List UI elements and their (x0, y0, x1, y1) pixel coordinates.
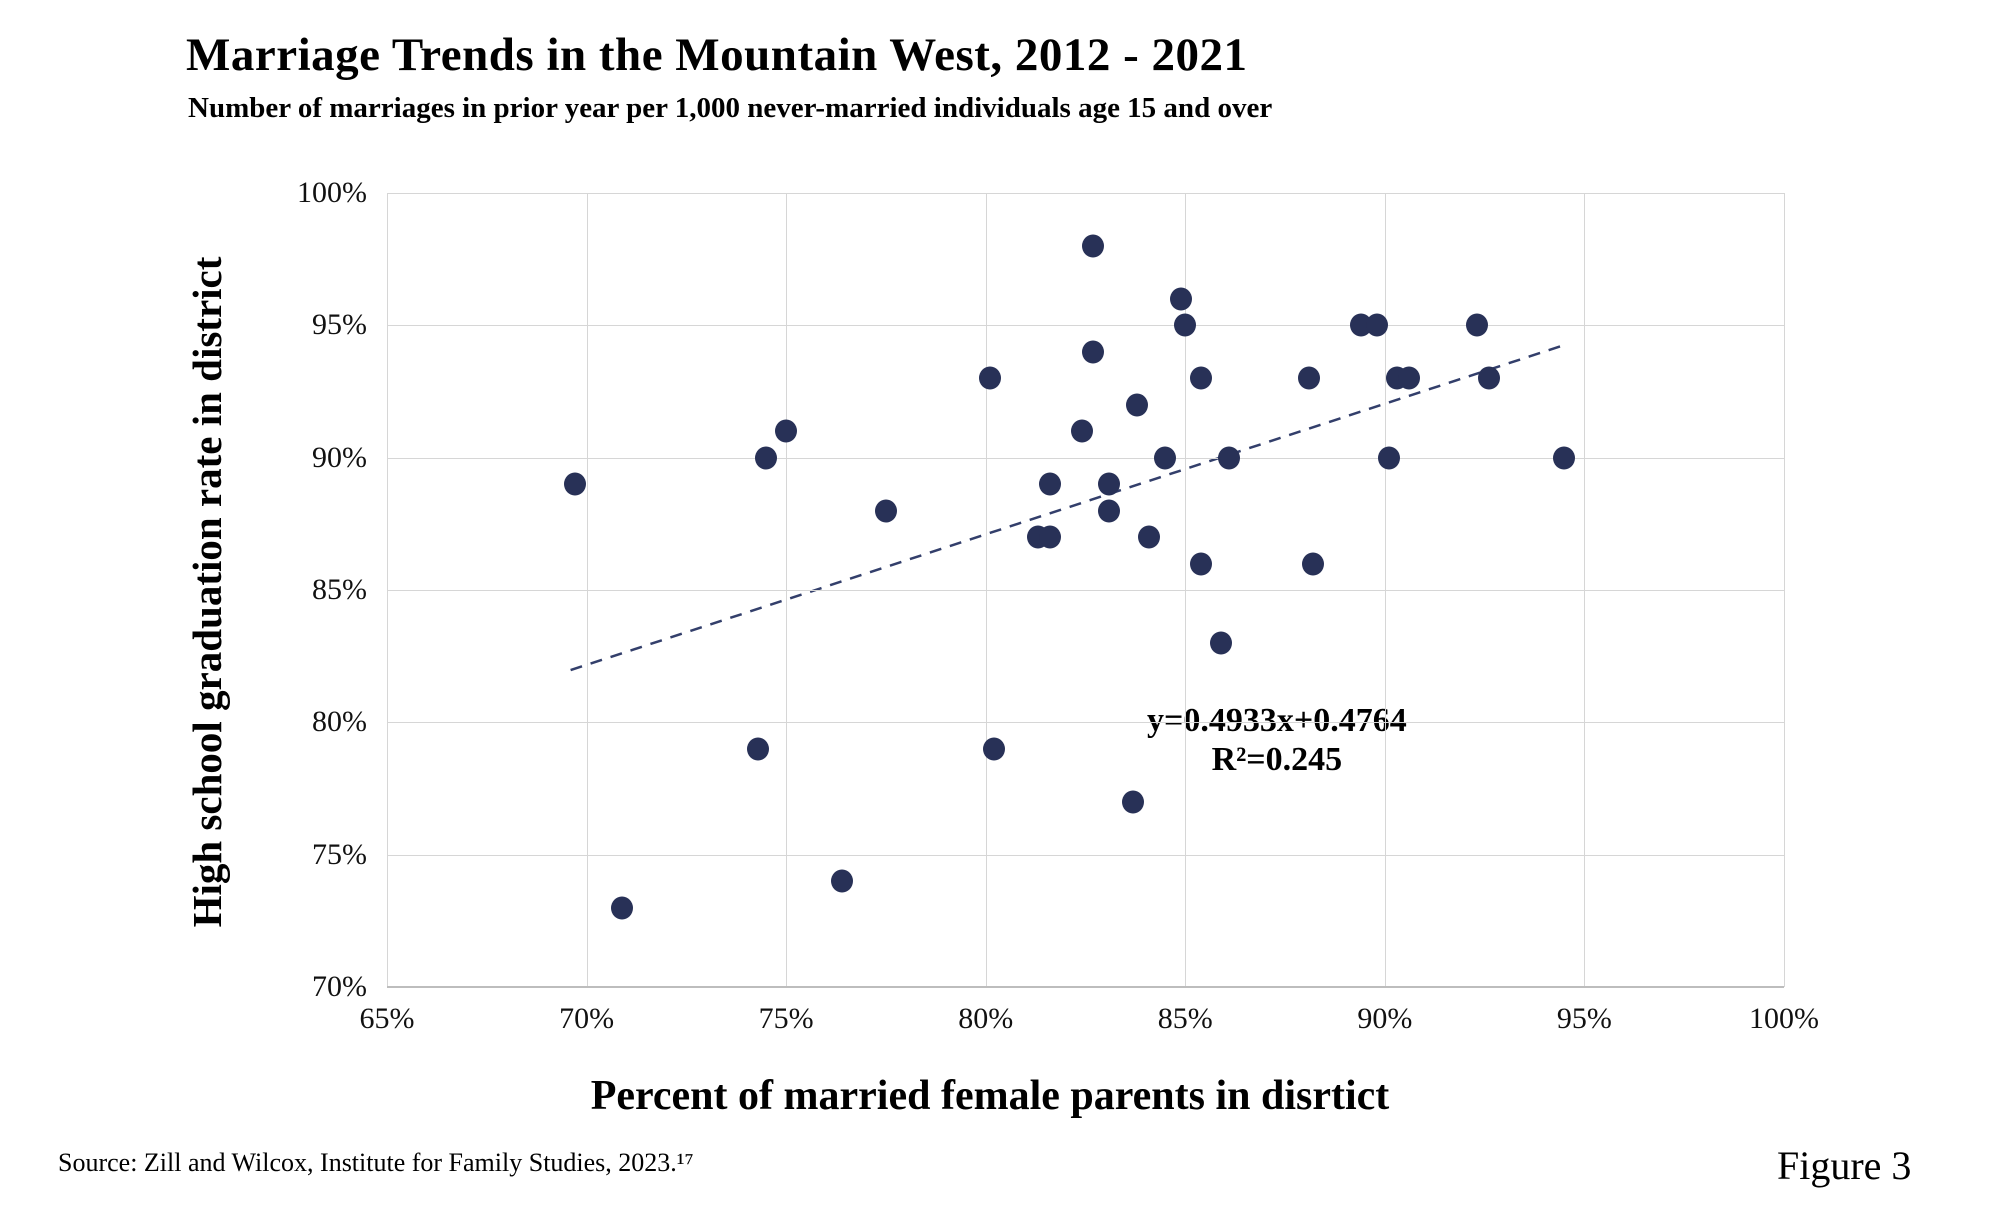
data-point (1365, 313, 1388, 337)
data-point (1190, 366, 1213, 390)
data-point (1174, 313, 1197, 337)
data-point (1397, 366, 1420, 390)
data-point (1082, 234, 1105, 258)
data-point (1122, 790, 1145, 814)
x-gridline (1784, 193, 1785, 987)
x-axis-line (387, 986, 1784, 988)
x-tick-label: 85% (1157, 1002, 1213, 1035)
y-tick-label: 95% (312, 308, 367, 342)
figure-number: Figure 3 (1777, 1143, 1912, 1188)
data-point (1377, 446, 1400, 470)
y-gridline (387, 854, 1784, 856)
data-point (1070, 419, 1093, 443)
y-tick-label: 80% (312, 705, 367, 739)
r-squared-line: R²=0.245 (1211, 741, 1343, 779)
trendline-equation: y=0.4933x+0.4764 R²=0.245 (1147, 701, 1407, 779)
data-point (563, 472, 586, 496)
data-point (1098, 499, 1121, 523)
x-axis-title: Percent of married female parents in dis… (590, 1073, 1390, 1119)
trendline (570, 342, 1569, 672)
data-point (1553, 446, 1576, 470)
y-tick-label: 75% (312, 837, 367, 871)
data-point (1038, 472, 1061, 496)
x-tick-label: 65% (359, 1002, 415, 1035)
y-tick-label: 85% (312, 573, 367, 606)
chart-title: Marriage Trends in the Mountain West, 20… (186, 29, 1248, 81)
x-tick-label: 70% (559, 1002, 615, 1035)
data-point (1218, 446, 1241, 470)
data-point (874, 499, 897, 523)
x-tick-label: 90% (1357, 1002, 1413, 1035)
data-point (1098, 472, 1121, 496)
data-point (747, 737, 770, 761)
data-point (1170, 287, 1193, 311)
data-point (775, 419, 798, 443)
y-tick-label: 70% (312, 970, 367, 1003)
data-point (1210, 631, 1233, 655)
data-point (1298, 366, 1321, 390)
data-point (1038, 525, 1061, 549)
data-point (1126, 393, 1149, 417)
data-point (982, 737, 1005, 761)
data-point (1465, 313, 1488, 337)
x-tick-label: 100% (1749, 1002, 1819, 1035)
scatter-plot-area: y=0.4933x+0.4764 R²=0.245 (387, 193, 1785, 988)
y-gridline (387, 722, 1784, 724)
source-note: Source: Zill and Wilcox, Institute for F… (58, 1148, 694, 1177)
data-point (831, 869, 854, 893)
x-tick-label: 80% (958, 1002, 1014, 1035)
chart-subtitle: Number of marriages in prior year per 1,… (188, 92, 1273, 124)
data-point (1477, 366, 1500, 390)
x-tick-label: 95% (1556, 1002, 1612, 1035)
data-point (978, 366, 1001, 390)
data-point (1190, 552, 1213, 576)
y-gridline (387, 193, 1784, 194)
data-point (611, 896, 634, 920)
y-tick-label: 90% (312, 440, 367, 474)
data-point (1082, 340, 1105, 364)
data-point (1154, 446, 1177, 470)
equation-line: y=0.4933x+0.4764 (1147, 702, 1407, 740)
y-tick-label: 100% (297, 176, 367, 209)
x-tick-label: 75% (758, 1002, 814, 1035)
data-point (1302, 552, 1324, 576)
y-axis-title: High school graduation rate in district (184, 256, 230, 928)
y-gridline (387, 325, 1784, 327)
data-point (755, 446, 778, 470)
y-gridline (387, 457, 1784, 459)
data-point (1138, 525, 1161, 549)
y-gridline (387, 590, 1784, 591)
